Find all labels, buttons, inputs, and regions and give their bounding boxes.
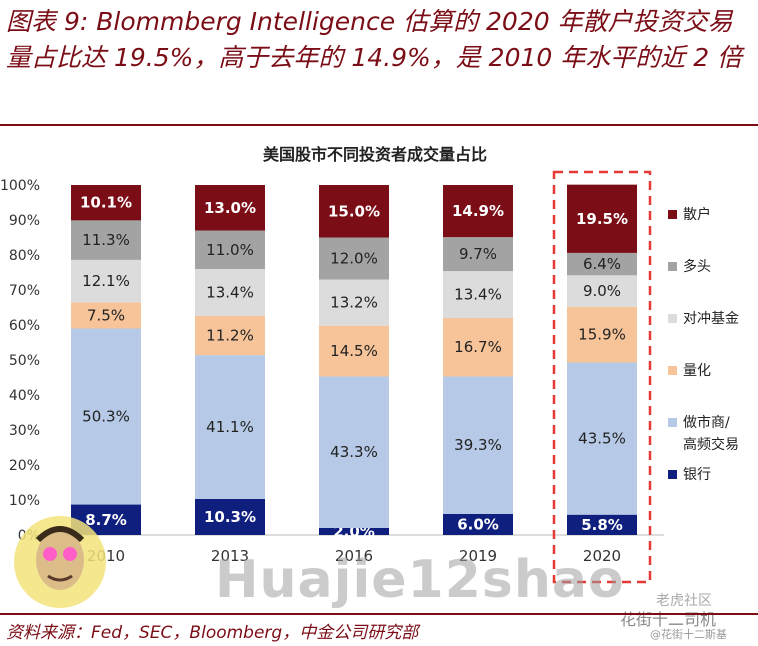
y-tick-label: 100% (0, 178, 40, 194)
bar-segment (195, 355, 265, 499)
data-label: 11.3% (82, 231, 130, 249)
data-label: 10.3% (204, 508, 256, 526)
bar-segment (567, 184, 637, 253)
data-label: 6.0% (457, 516, 499, 534)
data-label: 39.3% (454, 436, 502, 454)
source-divider (0, 613, 758, 615)
legend-swatch (668, 314, 677, 323)
data-label: 13.2% (330, 294, 378, 312)
legend-label: 散户 (683, 206, 711, 223)
caption-divider (0, 124, 758, 126)
bar-segment (443, 237, 513, 272)
bar-segment (319, 376, 389, 528)
bar-segment (195, 185, 265, 231)
y-tick-label: 70% (9, 283, 40, 299)
y-tick-label: 80% (9, 248, 40, 264)
bar-segment (443, 271, 513, 318)
bar-segment (443, 514, 513, 535)
data-label: 12.1% (82, 272, 130, 290)
bar-segment (567, 252, 637, 276)
bar-segment (71, 302, 141, 329)
x-tick-label: 2020 (583, 547, 621, 565)
y-tick-label: 90% (9, 213, 40, 229)
x-tick-label: 2013 (211, 547, 249, 565)
legend-swatch (668, 470, 677, 479)
chart-title: 美国股市不同投资者成交量占比 (263, 145, 487, 164)
data-label: 6.4% (583, 255, 621, 273)
data-label: 43.5% (578, 430, 626, 448)
bar-segment (71, 328, 141, 505)
bar-segment (567, 275, 637, 307)
y-tick-label: 20% (9, 458, 40, 474)
data-label: 43.3% (330, 443, 378, 461)
y-tick-label: 50% (9, 353, 40, 369)
bar-segment (443, 318, 513, 377)
data-label: 41.1% (206, 418, 254, 436)
data-label: 9.0% (583, 282, 621, 300)
data-label: 14.5% (330, 342, 378, 360)
legend-label: 对冲基金 (683, 310, 739, 327)
bar-segment (567, 306, 637, 363)
bar-segment (567, 362, 637, 515)
data-label: 7.5% (87, 306, 125, 324)
data-label: 13.4% (206, 283, 254, 301)
bar-segment (443, 185, 513, 238)
bar-segment (71, 185, 141, 221)
stacked-bar-chart: 美国股市不同投资者成交量占比0%10%20%30%40%50%60%70%80%… (0, 145, 739, 584)
watermark-corner-sub: @花街十二斯基 (650, 628, 727, 641)
data-label: 13.4% (454, 286, 502, 304)
data-label: 19.5% (576, 210, 628, 228)
bar-segment (319, 237, 389, 280)
source-note: 资料来源：Fed，SEC，Bloomberg，中金公司研究部 (6, 623, 419, 643)
bar-segment (195, 498, 265, 535)
data-label: 11.2% (206, 327, 254, 345)
y-tick-label: 40% (9, 388, 40, 404)
legend-swatch (668, 366, 677, 375)
bar-segment (319, 279, 389, 326)
data-label: 13.0% (204, 199, 256, 217)
figure-caption: 图表 9: Blommberg Intelligence 估算的 2020 年散… (6, 7, 743, 72)
legend-label: 高频交易 (683, 436, 739, 453)
data-label: 16.7% (454, 338, 502, 356)
legend-label: 做市商/ (683, 414, 730, 431)
bar-segment (195, 315, 265, 356)
x-tick-label: 2019 (459, 547, 497, 565)
bar-segment (71, 259, 141, 303)
bar-segment (319, 185, 389, 238)
watermark-corner-top: 老虎社区 (656, 593, 712, 609)
legend-swatch (668, 210, 677, 219)
legend-swatch (668, 262, 677, 271)
watermark-text: Huajie12shao (215, 550, 625, 610)
bar-segment (443, 376, 513, 514)
y-tick-label: 10% (9, 493, 40, 509)
data-label: 10.1% (80, 194, 132, 212)
legend-label: 多头 (683, 258, 711, 275)
y-tick-label: 60% (9, 318, 40, 334)
data-label: 15.0% (328, 202, 380, 220)
data-label: 50.3% (82, 408, 130, 426)
data-label: 12.0% (330, 250, 378, 268)
data-label: 15.9% (578, 326, 626, 344)
legend-label: 银行 (683, 467, 711, 483)
data-label: 14.9% (452, 202, 504, 220)
bar-segment (195, 230, 265, 269)
x-tick-label: 2016 (335, 547, 373, 565)
legend-swatch (668, 418, 677, 427)
legend-label: 量化 (683, 363, 711, 379)
data-label: 9.7% (459, 245, 497, 263)
bar-segment (319, 325, 389, 377)
bar-segment (71, 220, 141, 260)
y-tick-label: 30% (9, 423, 40, 439)
bar-segment (195, 269, 265, 316)
bar-segment (567, 514, 637, 535)
bar-segment (319, 528, 389, 535)
data-label: 5.8% (581, 516, 623, 534)
highlight-box (552, 170, 652, 584)
data-label: 11.0% (206, 241, 254, 259)
data-label: 8.7% (85, 511, 127, 529)
avatar-watermark-icon (14, 516, 106, 608)
